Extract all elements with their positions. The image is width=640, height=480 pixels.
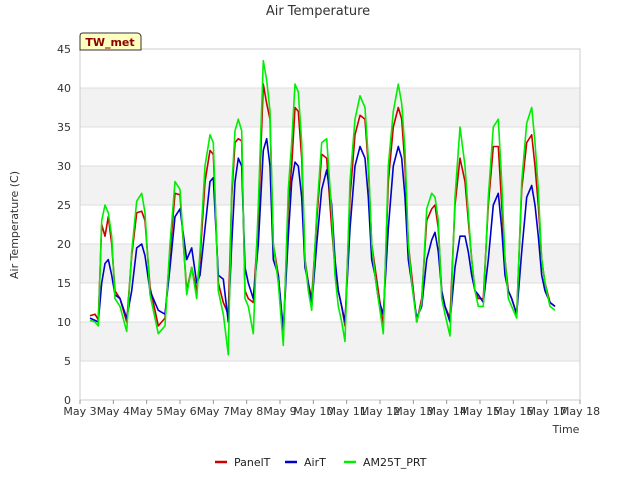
y-tick-label: 40 xyxy=(57,82,71,95)
x-tick-label: May 12 xyxy=(360,405,400,418)
x-axis-label: Time xyxy=(552,423,580,436)
band-grey xyxy=(80,244,580,283)
band-white xyxy=(80,49,580,88)
y-tick-label: 30 xyxy=(57,160,71,173)
series-line-am25t-prt xyxy=(89,59,556,356)
x-tick-label: May 15 xyxy=(460,405,500,418)
x-tick-label: May 3 xyxy=(63,405,96,418)
y-ticks: 0 5 10 15 20 25 30 35 40 45 xyxy=(57,43,71,407)
y-tick-label: 5 xyxy=(64,355,71,368)
y-tick-label: 45 xyxy=(57,43,71,56)
y-tick-label: 20 xyxy=(57,238,71,251)
x-tick-label: May 18 xyxy=(560,405,600,418)
y-tick-label: 35 xyxy=(57,121,71,134)
background-bands xyxy=(80,49,580,400)
x-tick-label: May 13 xyxy=(393,405,433,418)
x-tick-label: May 8 xyxy=(230,405,263,418)
x-tick-label: May 10 xyxy=(293,405,333,418)
legend-label: PanelT xyxy=(234,456,271,469)
band-grey xyxy=(80,322,580,361)
plot-border xyxy=(79,48,581,401)
x-tick-label: May 7 xyxy=(197,405,230,418)
band-white xyxy=(80,361,580,400)
station-badge: TW_met xyxy=(79,32,142,51)
x-tick-label: May 5 xyxy=(130,405,163,418)
y-axis-label: Air Temperature (C) xyxy=(8,171,21,279)
x-tick-label: May 14 xyxy=(427,405,467,418)
station-badge-label: TW_met xyxy=(85,36,134,49)
y-tick-label: 0 xyxy=(64,394,71,407)
chart-title: Air Temperature xyxy=(266,4,370,19)
x-tick-label: May 16 xyxy=(493,405,533,418)
y-tick-label: 25 xyxy=(57,199,71,212)
band-grey xyxy=(80,88,580,127)
x-tick-label: May 9 xyxy=(263,405,296,418)
station-badge-shape xyxy=(79,32,142,51)
legend-label: AM25T_PRT xyxy=(363,456,427,469)
legend-label: AirT xyxy=(304,456,326,469)
series-line-panelt xyxy=(89,83,556,339)
x-tick-label: May 4 xyxy=(97,405,130,418)
x-tick-label: May 11 xyxy=(327,405,367,418)
band-white xyxy=(80,127,580,166)
y-tick-label: 15 xyxy=(57,277,71,290)
band-white xyxy=(80,283,580,322)
legend: PanelT AirT AM25T_PRT xyxy=(215,456,427,469)
series-lines xyxy=(89,59,556,356)
x-tick-label: May 17 xyxy=(527,405,567,418)
x-tick-label: May 6 xyxy=(163,405,196,418)
y-tick-label: 10 xyxy=(57,316,71,329)
